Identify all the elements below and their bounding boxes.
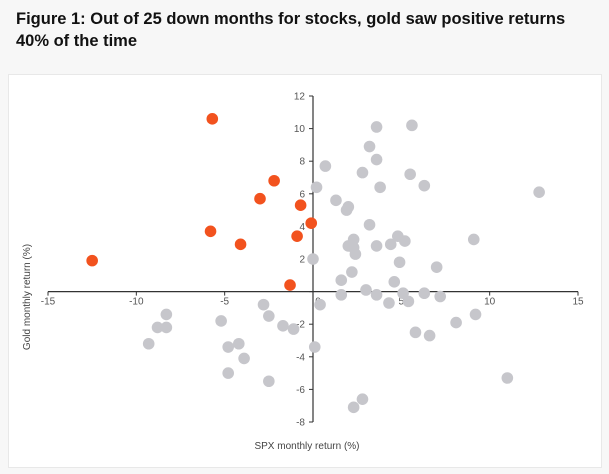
data-point [393,256,406,269]
data-point [314,298,326,311]
data-point [346,266,358,278]
data-point [347,401,360,414]
data-point [450,316,462,329]
data-point [263,375,275,388]
data-point [418,287,431,300]
data-point [501,372,514,384]
data-point [374,181,386,194]
data-point [384,238,397,251]
y-tick-label: 8 [299,157,305,168]
data-point [310,181,323,194]
y-tick-label: -2 [296,320,305,331]
y-tick-label: -4 [296,352,305,363]
highlight-point [291,230,303,242]
data-point [360,284,372,296]
data-point [307,253,319,265]
data-point [222,341,234,353]
data-point [356,166,369,179]
highlight-point [294,199,307,212]
data-point [308,341,321,353]
data-point [383,297,395,309]
y-tick-label: 10 [294,124,306,135]
data-point [319,160,332,172]
x-axis-title: SPX monthly return (%) [254,441,359,452]
data-point [406,119,418,132]
highlight-point [254,192,266,205]
data-point [340,204,353,216]
y-tick-label: 6 [299,189,305,200]
x-tick-label: 15 [572,297,584,308]
data-point [142,337,155,350]
data-point [151,321,164,334]
x-tick-label: -15 [41,297,56,308]
data-point [215,315,227,327]
data-point [399,235,411,247]
data-point [356,393,369,405]
data-point [533,186,545,198]
data-point [409,326,422,339]
chart-title: Figure 1: Out of 25 down months for stoc… [16,10,566,50]
y-tick-label: 4 [299,222,305,233]
data-points [86,113,545,414]
data-point [330,194,342,207]
data-point [423,329,436,342]
data-point [434,290,447,303]
data-point [363,218,376,231]
data-point [335,274,348,286]
y-tick-label: -8 [296,418,305,429]
y-axis-title: Gold monthly return (%) [22,244,33,350]
data-point [467,233,480,246]
data-point [370,240,383,252]
highlight-point [234,238,247,251]
data-point [287,323,300,335]
data-point [370,289,383,301]
data-point [404,168,416,181]
data-point [257,298,270,311]
x-tick-label: -10 [129,297,144,308]
data-point [349,248,362,260]
y-tick-label: 2 [299,255,305,266]
data-point [430,261,443,273]
data-point [418,179,431,192]
data-point [363,140,376,153]
x-tick-label: 10 [484,297,496,308]
highlight-point [204,225,217,238]
highlight-point [268,174,280,187]
data-point [370,121,383,133]
x-tick-label: 5 [399,297,405,308]
highlight-point [206,113,219,125]
data-point [233,337,245,350]
x-tick-label: -5 [220,297,229,308]
data-point [277,320,289,332]
highlight-point [284,279,296,291]
y-tick-label: -6 [296,385,305,396]
data-point [238,352,250,365]
data-point [370,153,383,166]
data-point [160,321,173,334]
data-point [263,310,275,322]
data-point [222,367,234,379]
highlight-point [86,254,98,267]
y-tick-label: 12 [294,92,306,103]
data-point [160,308,173,321]
data-point [388,276,401,288]
data-point [335,289,348,301]
highlight-point [305,217,318,229]
data-point [469,308,482,321]
data-point [402,295,415,308]
